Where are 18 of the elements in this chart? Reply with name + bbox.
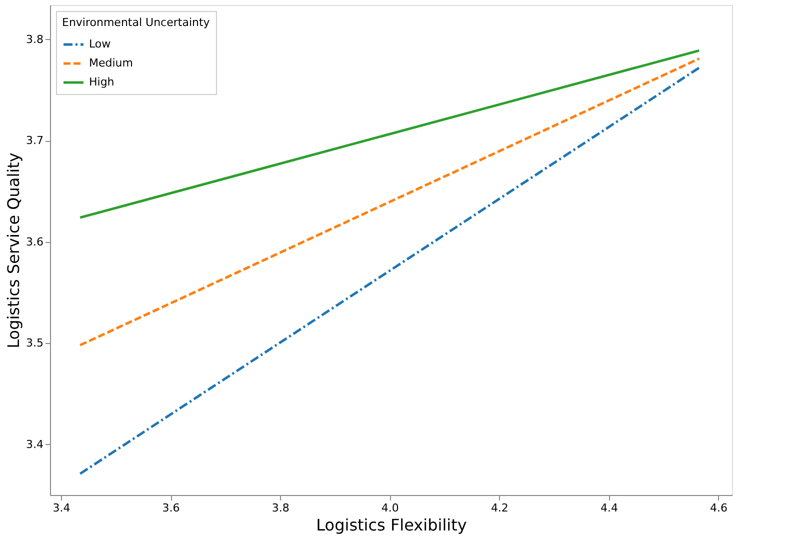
x-tick-label: 3.6 <box>162 502 180 514</box>
x-tick-label: 4.6 <box>710 502 728 514</box>
x-tick-label: 3.8 <box>272 502 290 514</box>
legend-label: Medium <box>89 56 133 70</box>
y-axis-title: Logistics Service Quality <box>4 152 24 348</box>
x-tick-label: 4.0 <box>381 502 399 514</box>
y-tick-label: 3.4 <box>26 438 44 451</box>
x-tick-label: 4.4 <box>600 502 618 514</box>
x-tick-label: 4.2 <box>490 502 508 514</box>
y-tick-label: 3.8 <box>26 32 44 46</box>
x-axis-title: Logistics Flexibility <box>316 516 467 534</box>
y-tick-label: 3.7 <box>26 134 44 148</box>
legend-label: Low <box>89 38 111 50</box>
x-tick-label: 3.4 <box>52 502 70 514</box>
legend-label: High <box>89 76 114 88</box>
y-tick-label: 3.6 <box>26 235 44 248</box>
y-tick-label: 3.5 <box>26 336 44 350</box>
legend-title: Environmental Uncertainty <box>62 16 210 29</box>
